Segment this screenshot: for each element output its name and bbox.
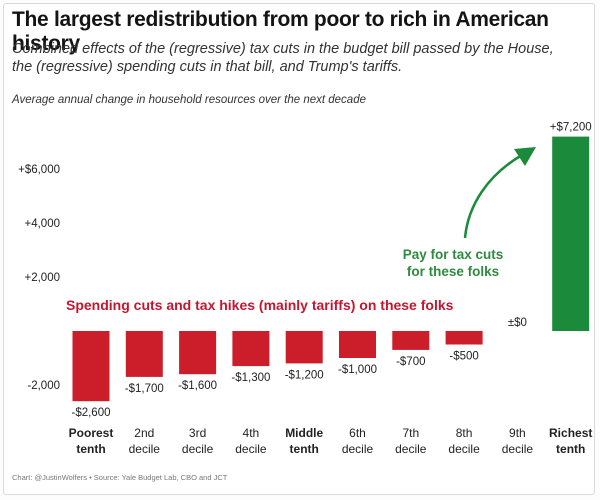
bar-value-label: -$2,600 [71,407,110,419]
bar [285,331,323,364]
bar [72,331,110,402]
x-category-label: Richest [549,426,592,440]
x-category-label: decile [129,442,161,456]
annotation-arrow [463,153,523,239]
subtitle-line-1: Combined effects of the (regressive) tax… [12,41,554,57]
y-tick-label: +4,000 [25,218,61,230]
x-category-label: Poorest [69,426,114,440]
subtitle-line-2: the (regressive) spending cuts in that b… [12,59,403,75]
bar [339,331,376,358]
bar-value-label: -$1,200 [285,369,324,381]
x-category-label: 3rd [189,426,206,440]
annotation-positive: Pay for tax cuts [403,247,504,262]
bar-value-label: -$1,000 [338,364,377,376]
x-category-label: tenth [556,442,585,456]
bar-value-label: ±$0 [508,317,527,329]
bar-value-label: +$7,200 [550,122,592,134]
y-tick-label: +$6,000 [18,164,60,176]
chart-subtitle: Combined effects of the (regressive) tax… [12,40,592,76]
bar [125,331,163,377]
annotation-positive: for these folks [407,264,499,279]
chart-frame [3,3,595,495]
x-category-label: decile [395,442,427,456]
bar [232,331,270,367]
chart-footer: Chart: @JustinWolfers • Source: Yale Bud… [12,473,228,482]
x-category-label: decile [342,442,374,456]
x-category-label: 8th [456,426,473,440]
bar [445,331,483,345]
x-category-label: 7th [402,426,419,440]
x-category-label: Middle [285,426,323,440]
chart-title: The largest redistribution from poor to … [12,8,549,55]
bar-value-label: -$1,300 [231,372,270,384]
bar-value-label: -$500 [449,351,478,363]
x-category-label: 2nd [134,426,154,440]
x-category-label: 6th [349,426,366,440]
x-category-label: tenth [76,442,105,456]
x-category-label: tenth [290,442,319,456]
x-category-label: 4th [243,426,260,440]
y-axis-caption: Average annual change in household resou… [12,94,366,106]
x-category-label: decile [448,442,480,456]
bar-value-label: -$1,600 [178,380,217,392]
arrow-head-icon [514,147,536,166]
y-tick-label: -2,000 [27,380,60,392]
x-category-label: decile [502,442,534,456]
x-category-label: decile [235,442,267,456]
x-category-label: 9th [509,426,526,440]
bar [392,331,430,350]
bar-value-label: -$700 [396,356,425,368]
bar-value-label: -$1,700 [125,383,164,395]
x-category-label: decile [182,442,214,456]
y-tick-label: +2,000 [25,272,61,284]
bar [179,331,217,375]
bar [552,136,590,331]
annotation-negative: Spending cuts and tax hikes (mainly tari… [66,297,454,313]
